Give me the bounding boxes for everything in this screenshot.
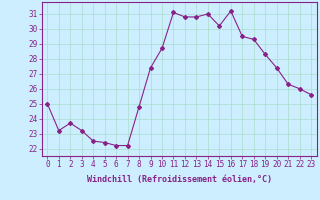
X-axis label: Windchill (Refroidissement éolien,°C): Windchill (Refroidissement éolien,°C) bbox=[87, 175, 272, 184]
